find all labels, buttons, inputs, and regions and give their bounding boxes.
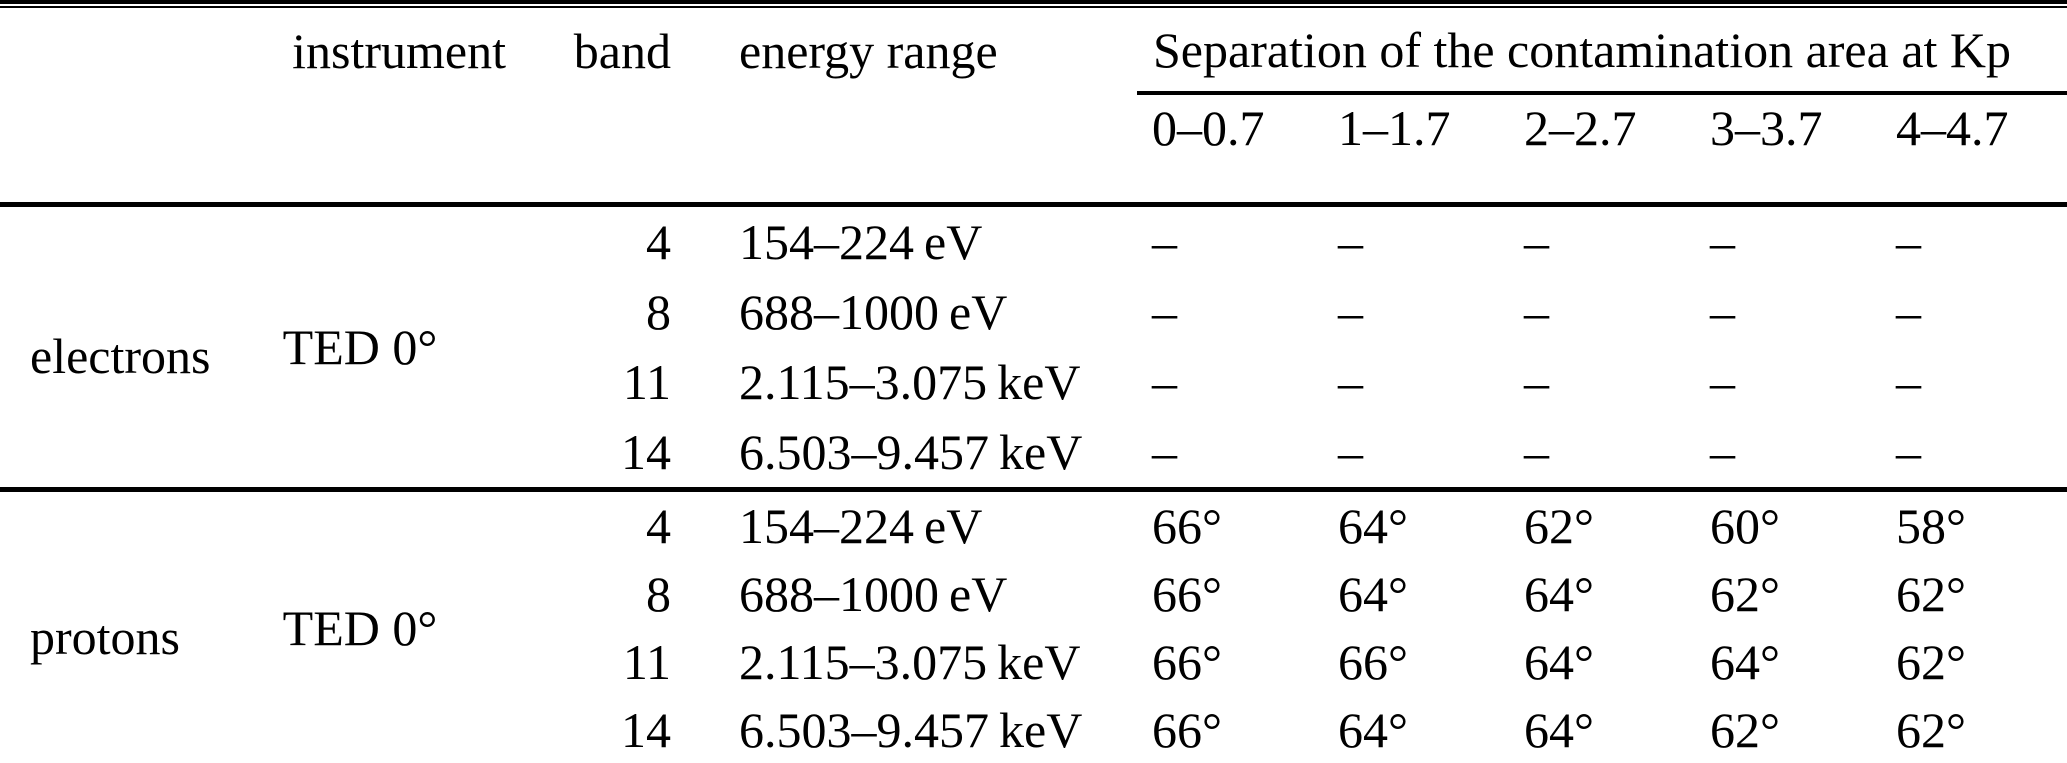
species-label: electrons bbox=[30, 328, 211, 384]
band-cell: 14 bbox=[621, 424, 671, 480]
top-rule-gap bbox=[0, 4, 2067, 6]
kp-value-cell: – bbox=[1524, 284, 1549, 340]
kp-value-cell: 62° bbox=[1896, 702, 1966, 758]
kp-value-cell: 60° bbox=[1710, 498, 1780, 554]
instrument-label: TED 0° bbox=[282, 319, 438, 375]
kp-value-cell: 66° bbox=[1338, 634, 1408, 690]
band-cell: 4 bbox=[646, 498, 671, 554]
kp-value-cell: – bbox=[1152, 354, 1177, 410]
kp-value-cell: – bbox=[1152, 214, 1177, 270]
band-cell: 8 bbox=[646, 566, 671, 622]
header-spacer bbox=[210, 93, 510, 205]
col-header-band: band bbox=[573, 22, 671, 79]
section-protons: protons TED 0° 4 154–224 eV 66° 64° 62° … bbox=[0, 489, 2067, 763]
kp-value-cell: – bbox=[1710, 284, 1735, 340]
kp-value-cell: – bbox=[1896, 284, 1921, 340]
top-rule-lower bbox=[0, 6, 2067, 8]
kp-bin-header-4: 4–4.7 bbox=[1896, 100, 2009, 156]
band-cell: 14 bbox=[621, 702, 671, 758]
table-row: electrons TED 0° 4 154–224 eV – – – – – bbox=[0, 205, 2067, 381]
table-row: 8 688–1000 eV – – – – – bbox=[0, 277, 2067, 347]
kp-value-cell: – bbox=[1338, 284, 1363, 340]
table-row: 14 6.503–9.457 keV 66° 64° 64° 62° 62° bbox=[0, 696, 2067, 763]
kp-value-cell: 62° bbox=[1896, 566, 1966, 622]
energy-range-cell: 2.115–3.075 keV bbox=[739, 634, 1081, 690]
energy-range-cell: 6.503–9.457 keV bbox=[739, 424, 1083, 480]
kp-value-cell: 64° bbox=[1524, 566, 1594, 622]
header-row-kp-bins: 0–0.7 1–1.7 2–2.7 3–3.7 4–4.7 bbox=[0, 93, 2067, 205]
band-cell: 11 bbox=[622, 354, 671, 410]
kp-value-cell: – bbox=[1896, 354, 1921, 410]
kp-bin-header-0: 0–0.7 bbox=[1152, 100, 1265, 156]
kp-value-cell: 58° bbox=[1896, 498, 1966, 554]
separation-group-header: Separation of the contamination area at … bbox=[1137, 8, 2067, 95]
kp-bin-header-3: 3–3.7 bbox=[1710, 100, 1823, 156]
kp-value-cell: – bbox=[1524, 354, 1549, 410]
energy-range-cell: 6.503–9.457 keV bbox=[739, 702, 1083, 758]
kp-value-cell: 64° bbox=[1338, 702, 1408, 758]
kp-value-cell: – bbox=[1710, 424, 1735, 480]
kp-value-cell: 66° bbox=[1152, 702, 1222, 758]
table-row: protons TED 0° 4 154–224 eV 66° 64° 62° … bbox=[0, 490, 2067, 662]
kp-value-cell: 64° bbox=[1338, 498, 1408, 554]
col-header-instrument: instrument bbox=[292, 22, 506, 79]
energy-range-cell: 154–224 eV bbox=[739, 498, 983, 554]
top-rule-upper bbox=[0, 0, 2067, 4]
kp-value-cell: – bbox=[1710, 214, 1735, 270]
col-header-energy-range: energy range bbox=[739, 22, 998, 79]
kp-value-cell: 66° bbox=[1152, 498, 1222, 554]
kp-value-cell: – bbox=[1152, 284, 1177, 340]
header-spacer bbox=[0, 93, 210, 205]
header-spacer bbox=[510, 93, 675, 205]
kp-value-cell: 64° bbox=[1524, 634, 1594, 690]
band-cell: 4 bbox=[646, 214, 671, 270]
kp-value-cell: – bbox=[1524, 214, 1549, 270]
energy-range-cell: 688–1000 eV bbox=[739, 566, 1008, 622]
kp-value-cell: – bbox=[1896, 214, 1921, 270]
kp-value-cell: 64° bbox=[1524, 702, 1594, 758]
band-cell: 11 bbox=[622, 634, 671, 690]
kp-bin-header-2: 2–2.7 bbox=[1524, 100, 1637, 156]
table-header: instrument band energy range Separation … bbox=[0, 8, 2067, 205]
energy-range-cell: 2.115–3.075 keV bbox=[739, 354, 1081, 410]
kp-value-cell: 64° bbox=[1338, 566, 1408, 622]
energy-range-cell: 154–224 eV bbox=[739, 214, 983, 270]
contamination-separation-table: instrument band energy range Separation … bbox=[0, 8, 2067, 763]
header-spacer bbox=[675, 93, 1137, 205]
kp-value-cell: – bbox=[1896, 424, 1921, 480]
kp-value-cell: – bbox=[1338, 354, 1363, 410]
table-row: 8 688–1000 eV 66° 64° 64° 62° 62° bbox=[0, 560, 2067, 628]
table-row: 11 2.115–3.075 keV 66° 66° 64° 64° 62° bbox=[0, 628, 2067, 696]
kp-value-cell: 62° bbox=[1710, 566, 1780, 622]
kp-value-cell: – bbox=[1338, 214, 1363, 270]
kp-value-cell: 66° bbox=[1152, 566, 1222, 622]
header-spacer bbox=[0, 8, 210, 93]
kp-value-cell: 64° bbox=[1710, 634, 1780, 690]
kp-value-cell: 62° bbox=[1524, 498, 1594, 554]
kp-value-cell: – bbox=[1152, 424, 1177, 480]
table-row: 11 2.115–3.075 keV – – – – – bbox=[0, 347, 2067, 417]
band-cell: 8 bbox=[646, 284, 671, 340]
kp-value-cell: 62° bbox=[1710, 702, 1780, 758]
kp-value-cell: 62° bbox=[1896, 634, 1966, 690]
kp-value-cell: – bbox=[1524, 424, 1549, 480]
section-electrons: electrons TED 0° 4 154–224 eV – – – – – … bbox=[0, 204, 2067, 490]
energy-range-cell: 688–1000 eV bbox=[739, 284, 1008, 340]
kp-bin-header-1: 1–1.7 bbox=[1338, 100, 1451, 156]
header-row-main: instrument band energy range Separation … bbox=[0, 8, 2067, 95]
kp-value-cell: – bbox=[1710, 354, 1735, 410]
table-row: 14 6.503–9.457 keV – – – – – bbox=[0, 417, 2067, 490]
instrument-label: TED 0° bbox=[282, 600, 438, 656]
kp-value-cell: – bbox=[1338, 424, 1363, 480]
species-label: protons bbox=[30, 609, 180, 665]
kp-value-cell: 66° bbox=[1152, 634, 1222, 690]
